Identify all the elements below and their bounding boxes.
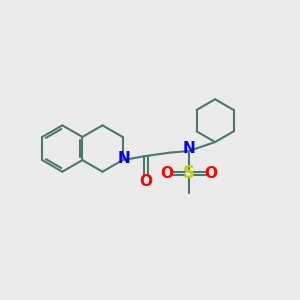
- Text: O: O: [140, 174, 152, 189]
- Text: N: N: [117, 151, 130, 166]
- Text: O: O: [205, 166, 218, 181]
- Text: O: O: [160, 166, 173, 181]
- Text: S: S: [183, 164, 195, 182]
- Text: N: N: [183, 141, 195, 156]
